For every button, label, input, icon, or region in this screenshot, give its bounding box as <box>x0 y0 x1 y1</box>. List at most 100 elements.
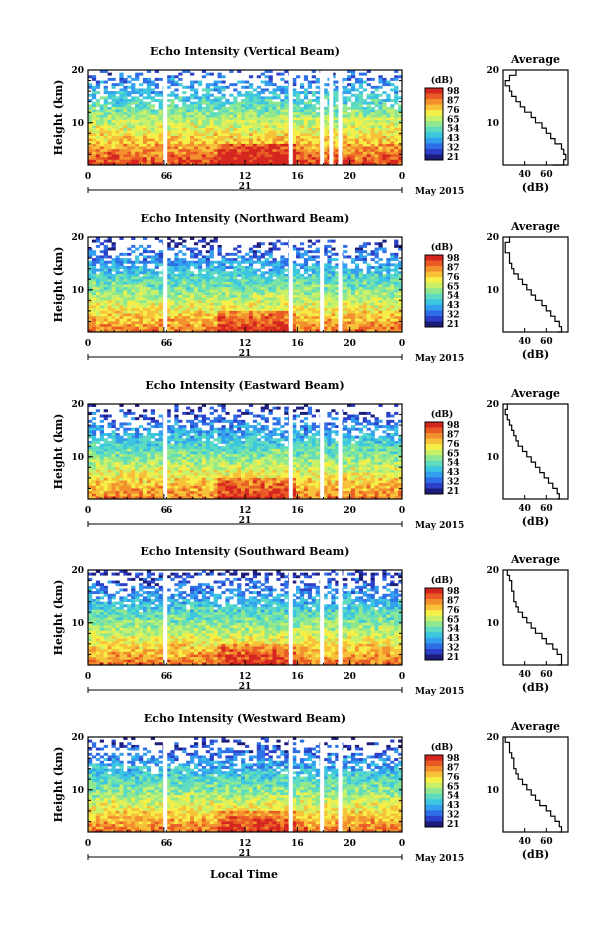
heatmap-cell <box>394 292 399 296</box>
heatmap-cell <box>362 260 367 264</box>
heatmap-cell <box>186 109 191 113</box>
heatmap-cell <box>280 276 285 280</box>
heatmap-cell <box>193 146 199 150</box>
heatmap-cell <box>170 279 175 283</box>
heatmap-cell <box>158 125 163 129</box>
heatmap-cell <box>119 326 124 330</box>
heatmap-cell <box>146 326 152 330</box>
heatmap-cell <box>252 318 258 322</box>
heatmap-cell <box>127 125 132 129</box>
heatmap-cell <box>91 329 97 333</box>
heatmap-cell <box>229 117 234 121</box>
colorbar-segment <box>425 318 443 322</box>
heatmap-cell <box>209 141 214 145</box>
heatmap-cell <box>201 135 207 139</box>
heatmap-cell <box>284 93 289 97</box>
heatmap-cell <box>327 289 332 293</box>
heatmap-cell <box>260 305 265 309</box>
heatmap-cell <box>233 318 238 322</box>
heatmap-cell <box>256 154 261 158</box>
heatmap-cell <box>103 318 108 322</box>
heatmap-cell <box>91 91 97 95</box>
heatmap-cell <box>394 125 399 129</box>
heatmap-cell <box>292 101 297 105</box>
heatmap-cell <box>268 289 273 293</box>
heatmap-cell <box>245 99 250 102</box>
heatmap-cell <box>331 135 336 139</box>
heatmap-cell <box>107 279 112 283</box>
heatmap-cell <box>394 120 399 124</box>
heatmap-cell <box>99 329 104 333</box>
heatmap-cell <box>225 271 230 275</box>
heatmap-cell <box>354 308 360 312</box>
heatmap-cell <box>91 130 97 134</box>
heatmap-cell <box>241 120 246 124</box>
heatmap-cell <box>256 308 261 312</box>
heatmap-cell <box>370 292 375 296</box>
heatmap-cell <box>241 308 246 312</box>
heatmap-cell <box>182 284 187 288</box>
heatmap-cell <box>260 276 265 280</box>
heatmap-cell <box>394 146 399 150</box>
heatmap-cell <box>88 143 93 147</box>
heatmap-cell <box>182 302 187 306</box>
heatmap-cell <box>166 77 171 81</box>
colorbar-segment <box>425 154 443 158</box>
heatmap-cell <box>248 159 254 163</box>
heatmap-cell <box>292 120 297 124</box>
heatmap-cell <box>88 146 93 150</box>
heatmap-cell <box>107 295 112 298</box>
heatmap-cell <box>378 143 383 147</box>
heatmap-cell <box>398 162 403 166</box>
heatmap-cell <box>268 112 273 116</box>
heatmap-cell <box>252 133 258 137</box>
heatmap-cell <box>378 287 383 291</box>
heatmap-cell <box>154 279 159 283</box>
heatmap-cell <box>123 326 128 330</box>
heatmap-cell <box>378 310 383 314</box>
heatmap-cell <box>193 308 199 312</box>
heatmap-cell <box>166 318 171 322</box>
x-tick-label: 20 <box>343 172 356 182</box>
heatmap-cell <box>233 146 238 150</box>
heatmap-cell <box>95 104 101 108</box>
heatmap-cell <box>229 112 234 116</box>
heatmap-cell <box>256 289 261 293</box>
heatmap-cell <box>213 80 218 84</box>
heatmap-cell <box>91 263 97 267</box>
heatmap-cell <box>229 284 234 288</box>
heatmap-cell <box>390 106 395 110</box>
heatmap-cell <box>292 159 297 163</box>
heatmap-cell <box>229 135 234 139</box>
heatmap-cell <box>209 122 214 126</box>
heatmap-cell <box>350 318 356 322</box>
heatmap-cell <box>241 93 246 97</box>
heatmap-cell <box>193 135 199 139</box>
heatmap-cell <box>268 308 273 312</box>
heatmap-cell <box>362 313 367 317</box>
heatmap-cell <box>280 159 285 163</box>
heatmap-cell <box>127 101 132 105</box>
heatmap-cell <box>378 318 383 322</box>
heatmap-cell <box>245 114 250 118</box>
heatmap-cell <box>103 310 108 314</box>
heatmap-cell <box>358 279 364 283</box>
heatmap-cell <box>276 157 281 161</box>
heatmap-cell <box>91 96 97 100</box>
heatmap-cell <box>99 117 104 121</box>
heatmap-cell <box>268 318 273 322</box>
colorbar-segment <box>425 282 443 286</box>
colorbar-segment <box>425 157 443 161</box>
heatmap-cell <box>115 101 120 105</box>
heatmap-cell <box>88 496 93 500</box>
heatmap-cell <box>398 157 403 161</box>
heatmap-cell <box>99 284 104 288</box>
heatmap-cell <box>260 316 265 320</box>
heatmap-cell <box>190 318 195 322</box>
heatmap-cell <box>362 99 367 102</box>
heatmap-cell <box>201 128 207 131</box>
heatmap-cell <box>99 273 104 277</box>
heatmap-cell <box>135 109 140 113</box>
heatmap-cell <box>190 125 195 129</box>
heatmap-cell <box>335 326 340 330</box>
